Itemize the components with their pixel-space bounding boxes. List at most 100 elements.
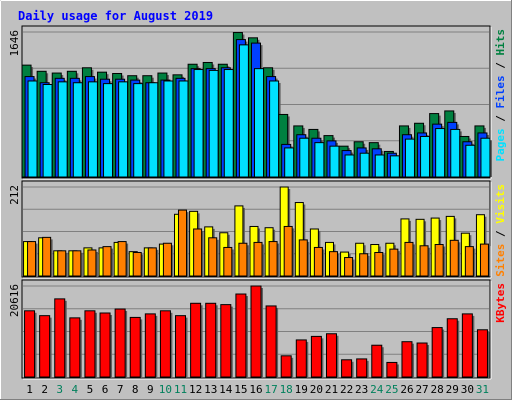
day-label: 26 [400, 383, 413, 396]
bar-requests-pages [42, 84, 53, 178]
bar-kbytes-kbytes [220, 304, 232, 378]
panel-visits-legend: Sites / Visits [494, 184, 507, 277]
day-label: 17 [264, 383, 277, 396]
bar-requests-pages [87, 81, 98, 178]
bar-kbytes-kbytes [175, 315, 187, 378]
bar-kbytes-kbytes [190, 302, 202, 378]
panel-visits-max-label: 212 [8, 185, 21, 205]
bar-requests-pages [420, 135, 431, 178]
bar-kbytes-kbytes [235, 293, 247, 378]
bar-requests-pages [480, 137, 491, 178]
bar-visits-sites [253, 241, 263, 277]
day-label: 9 [147, 383, 154, 396]
bar-visits-sites [449, 239, 459, 277]
day-label: 15 [234, 383, 247, 396]
bar-kbytes-kbytes [371, 344, 383, 378]
bar-visits-sites [132, 251, 142, 277]
bar-kbytes-kbytes [461, 313, 473, 378]
bar-requests-pages [238, 44, 249, 178]
bar-visits-sites [344, 257, 354, 277]
day-label: 5 [87, 383, 94, 396]
day-label: 11 [174, 383, 187, 396]
legend-entry: Pages [494, 128, 507, 161]
bar-visits-sites [87, 249, 97, 277]
bar-requests-pages [72, 82, 83, 178]
bar-visits-sites [374, 251, 384, 277]
bar-kbytes-kbytes [250, 285, 262, 378]
bar-kbytes-kbytes [431, 327, 443, 378]
bar-requests-pages [27, 80, 38, 178]
bar-kbytes-kbytes [386, 361, 398, 378]
bar-kbytes-kbytes [54, 298, 66, 378]
bar-visits-sites [268, 241, 278, 277]
day-label: 10 [159, 383, 172, 396]
bar-requests-pages [450, 128, 461, 178]
day-label: 1 [26, 383, 33, 396]
bar-visits-sites [479, 243, 489, 277]
bar-requests-pages [465, 144, 476, 178]
bar-visits-sites [298, 239, 308, 277]
bar-kbytes-kbytes [24, 310, 36, 378]
day-label: 8 [132, 383, 139, 396]
bar-visits-sites [57, 250, 67, 277]
bar-visits-sites [328, 251, 338, 277]
bar-requests-pages [178, 80, 189, 178]
bar-requests-pages [208, 69, 219, 178]
bar-visits-sites [72, 250, 82, 277]
day-label: 12 [189, 383, 202, 396]
bar-requests-pages [404, 138, 415, 178]
day-label: 28 [431, 383, 444, 396]
bar-kbytes-kbytes [310, 335, 322, 378]
bar-requests-pages [299, 137, 310, 178]
bar-kbytes-kbytes [69, 317, 81, 378]
day-label: 22 [340, 383, 353, 396]
day-label: 24 [370, 383, 384, 396]
bar-visits-sites [238, 242, 248, 277]
day-label: 27 [415, 383, 428, 396]
bar-visits-sites [27, 241, 37, 277]
bar-requests-pages [389, 155, 400, 178]
bar-kbytes-kbytes [159, 310, 171, 378]
bar-requests-pages [118, 81, 129, 178]
bar-requests-pages [269, 80, 280, 178]
day-label: 7 [117, 383, 124, 396]
bar-kbytes-kbytes [280, 355, 292, 378]
legend-entry: Visits [494, 184, 507, 224]
bar-kbytes-kbytes [401, 341, 413, 378]
bar-visits-sites [42, 236, 52, 277]
bar-requests-pages [133, 83, 144, 178]
day-label: 13 [204, 383, 217, 396]
bar-requests-pages [193, 69, 204, 178]
bar-visits-sites [313, 246, 323, 277]
bar-requests-pages [359, 152, 370, 178]
bar-kbytes-kbytes [144, 313, 156, 378]
bar-kbytes-kbytes [84, 310, 96, 378]
bar-kbytes-kbytes [265, 305, 277, 378]
day-label: 3 [56, 383, 63, 396]
bar-requests-pages [254, 68, 264, 178]
panel-kbytes: 20616 KBytes [8, 279, 507, 380]
legend-entry: / [494, 224, 507, 244]
chart-panels: 1646 Pages / Files / Hits 212 Sites / Visit… [8, 25, 507, 380]
day-label: 20 [310, 383, 323, 396]
day-label: 4 [72, 383, 79, 396]
bar-visits-sites [464, 246, 474, 277]
bar-visits-sites [193, 228, 203, 277]
day-label: 29 [446, 383, 459, 396]
chart-title: Daily usage for August 2019 [18, 9, 213, 23]
panel-kbytes-max-label: 20616 [8, 284, 21, 317]
day-label: 2 [41, 383, 48, 396]
day-label: 19 [295, 383, 308, 396]
bar-visits-sites [404, 241, 414, 277]
bar-requests-pages [57, 81, 68, 178]
bar-visits-sites [117, 241, 127, 277]
legend-entry: / [494, 109, 507, 129]
bar-visits-sites [162, 242, 172, 277]
bar-visits-sites [178, 209, 188, 277]
bar-requests-pages [314, 142, 325, 178]
bar-kbytes-kbytes [325, 333, 337, 378]
bar-requests-pages [329, 145, 340, 178]
bar-requests-pages [284, 147, 295, 178]
bar-visits-sites [359, 253, 369, 277]
day-label: 16 [249, 383, 262, 396]
